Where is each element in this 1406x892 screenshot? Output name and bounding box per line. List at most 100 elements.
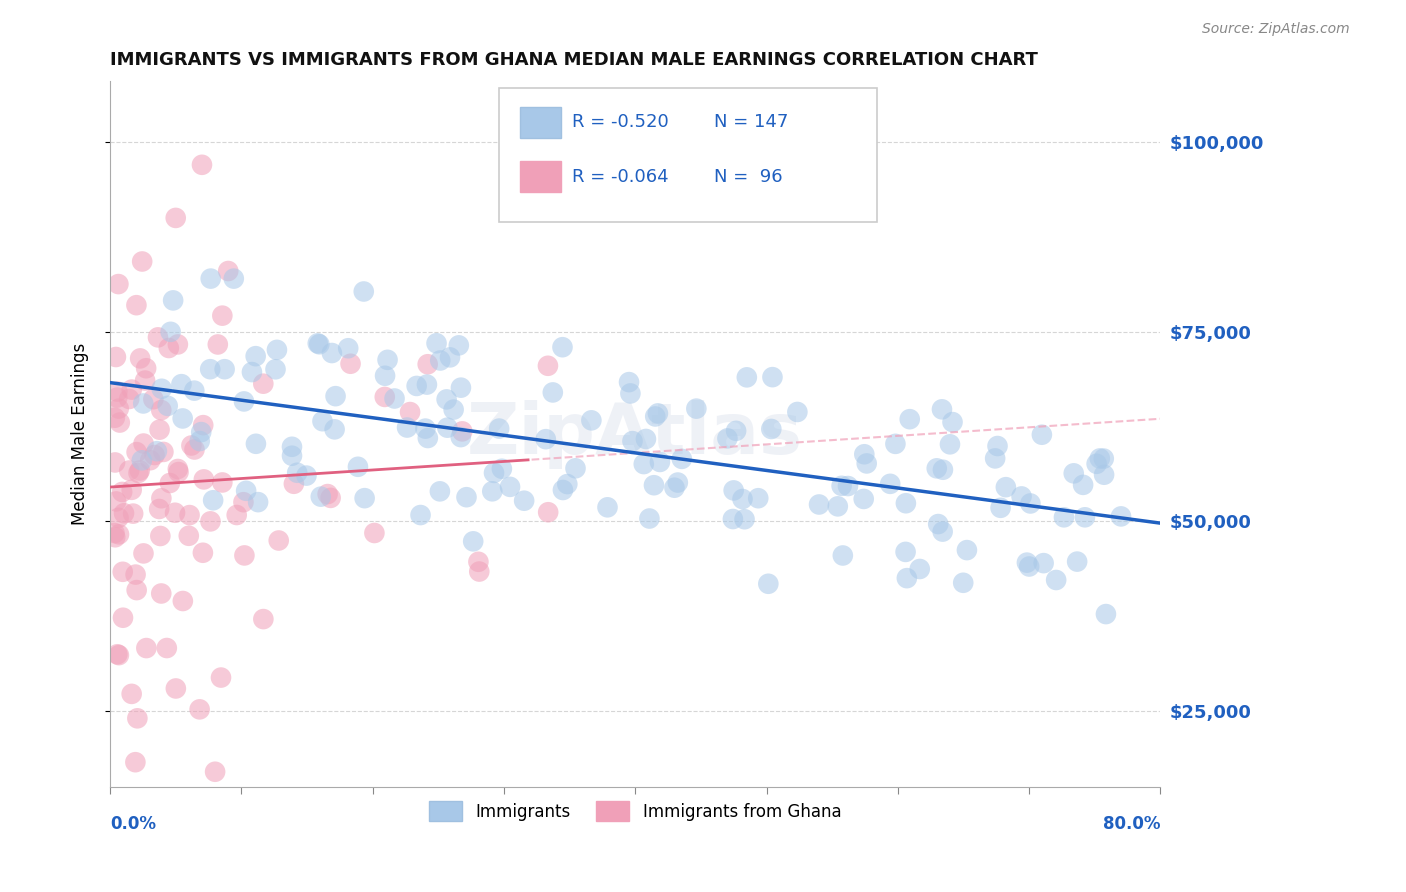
Point [761,370,783,384]
Point [363,526,385,541]
Point [596,500,619,515]
Point [1053,510,1076,524]
Point [808,498,831,512]
Point [170,377,193,392]
Point [941,415,963,429]
Point [415,422,437,436]
Point [159,325,181,339]
Point [931,524,953,539]
FancyBboxPatch shape [499,88,877,222]
Point [103,526,125,541]
Point [633,457,655,471]
Point [416,431,439,445]
FancyBboxPatch shape [520,161,561,192]
Point [107,401,129,416]
Point [200,271,222,285]
Text: R = -0.064: R = -0.064 [572,168,669,186]
Point [619,386,641,401]
Point [647,406,669,420]
Point [188,702,211,716]
Point [1071,478,1094,492]
Point [463,534,485,549]
Point [146,444,169,458]
Point [172,594,194,608]
Point [894,496,917,510]
Point [309,490,332,504]
Point [135,361,157,376]
Point [190,425,212,439]
Point [852,491,875,506]
Point [725,424,748,438]
Point [232,495,254,509]
Point [285,466,308,480]
Point [786,405,808,419]
Point [177,529,200,543]
Point [634,432,657,446]
Point [482,466,505,480]
Point [1018,559,1040,574]
FancyBboxPatch shape [520,107,561,137]
Point [245,437,267,451]
Point [1092,467,1115,482]
Point [994,480,1017,494]
Point [1019,496,1042,510]
Point [986,439,1008,453]
Point [1092,451,1115,466]
Point [283,476,305,491]
Point [316,487,339,501]
Point [202,493,225,508]
Point [149,529,172,543]
Point [952,575,974,590]
Point [156,640,179,655]
Point [125,445,148,459]
Point [439,351,461,365]
Point [207,337,229,351]
Point [436,392,458,407]
Point [1066,555,1088,569]
Point [499,480,522,494]
Point [240,365,263,379]
Point [932,463,955,477]
Point [217,264,239,278]
Point [148,502,170,516]
Point [156,399,179,413]
Point [831,479,853,493]
Point [447,338,470,352]
Point [135,641,157,656]
Text: N =  96: N = 96 [714,168,783,186]
Point [150,491,173,506]
Point [451,425,474,439]
Point [1031,427,1053,442]
Point [200,514,222,528]
Point [894,545,917,559]
Point [124,755,146,769]
Point [104,530,127,544]
Point [193,472,215,486]
Point [165,211,187,225]
Point [1088,451,1111,466]
Point [172,411,194,425]
Point [150,403,173,417]
Point [339,357,361,371]
Point [132,396,155,410]
Point [416,357,439,371]
Point [396,420,419,434]
Point [146,330,169,344]
Point [853,447,876,461]
Point [827,500,849,514]
Point [879,476,901,491]
Point [837,479,859,493]
Text: R = -0.520: R = -0.520 [572,113,669,131]
Point [104,410,127,425]
Point [425,336,447,351]
Point [353,285,375,299]
Point [152,445,174,459]
Point [831,549,853,563]
Point [984,451,1007,466]
Point [112,506,135,520]
Point [111,485,134,500]
Point [621,434,644,449]
Point [491,462,513,476]
Point [399,405,422,419]
Point [723,483,745,498]
